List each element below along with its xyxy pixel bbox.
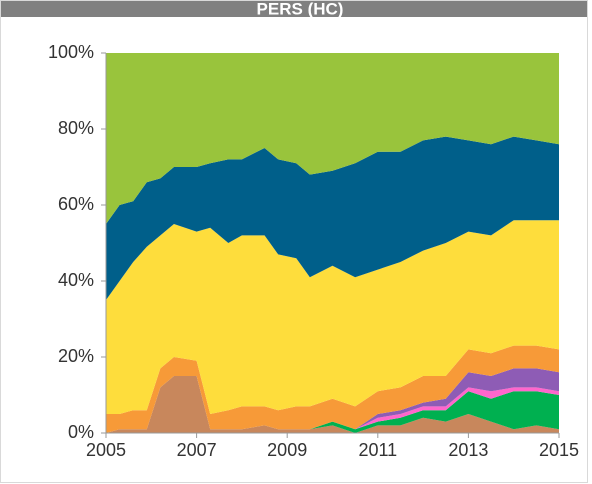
chart-title: PERS (HC) (257, 0, 344, 18)
y-tick-label: 80% (58, 118, 94, 138)
area (106, 220, 559, 414)
y-tick-label: 100% (48, 42, 94, 62)
y-tick-label: 40% (58, 270, 94, 290)
area (106, 136, 559, 300)
x-tick-label: 2007 (177, 440, 217, 460)
x-tick-label: 2013 (448, 440, 488, 460)
x-tick-label: 2009 (267, 440, 307, 460)
x-tick-label: 2005 (86, 440, 126, 460)
area (106, 368, 559, 433)
y-tick-label: 0% (68, 422, 94, 442)
area (106, 345, 559, 433)
x-tick-label: 2015 (539, 440, 579, 460)
area (106, 53, 559, 224)
y-tick-label: 60% (58, 194, 94, 214)
area (106, 376, 559, 433)
title-bar (1, 1, 587, 17)
y-tick-label: 20% (58, 346, 94, 366)
x-tick-label: 2011 (358, 440, 397, 460)
area (106, 376, 559, 433)
